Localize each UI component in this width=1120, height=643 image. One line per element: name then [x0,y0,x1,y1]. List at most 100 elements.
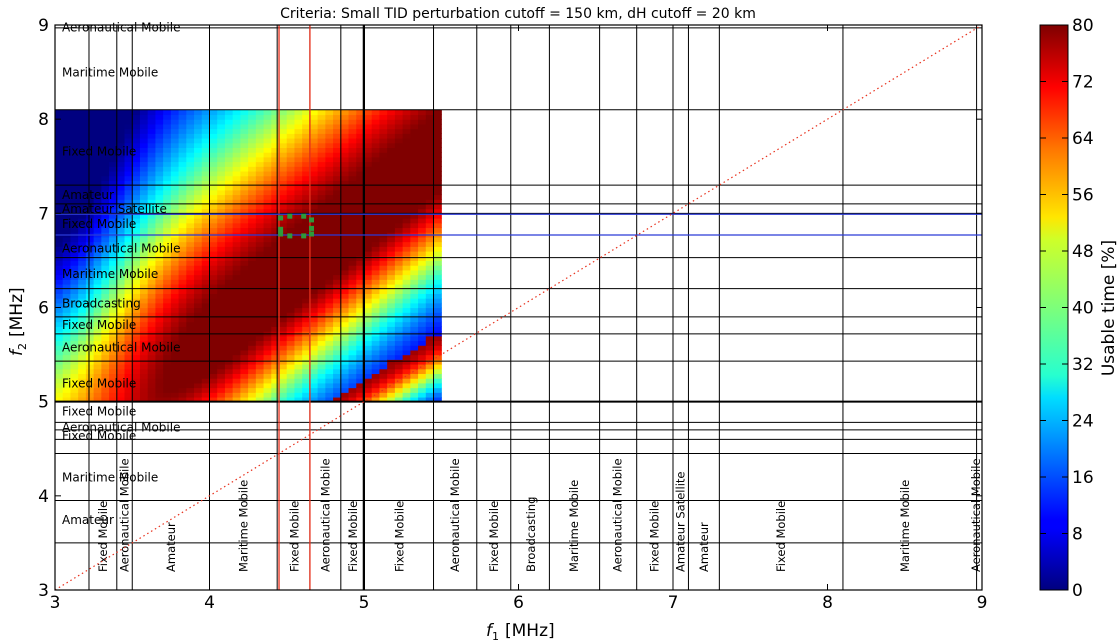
heatmap-cell [433,316,442,323]
heatmap-cell [418,208,427,214]
heatmap-cell [317,208,326,214]
heatmap-cell [78,251,87,257]
heatmap-cell [217,156,226,163]
heatmap-cell [371,152,381,158]
heatmap-cell [163,354,172,360]
heatmap-cell [93,382,102,389]
heatmap-cell [425,161,435,167]
heatmap-cell [309,293,319,299]
heatmap-cell [387,326,396,332]
heatmap-cell [232,269,241,276]
heatmap-cell [333,114,342,120]
heatmap-cell [286,180,296,186]
heatmap-cell [248,373,257,379]
heatmap-cell [325,392,334,398]
heatmap-cell [371,293,381,299]
heatmap-cell [425,265,435,271]
heatmap-cell [394,123,404,130]
heatmap-cell [178,293,187,299]
heatmap-cell [139,119,149,125]
heatmap-cell [317,241,326,247]
heatmap-cell [418,213,427,219]
heatmap-cell [263,307,272,313]
heatmap-cell [317,180,326,186]
heatmap-cell [178,316,187,323]
heatmap-cell [418,161,427,167]
heatmap-cell [394,152,404,158]
heatmap-cell [109,123,118,130]
heatmap-cell [116,326,126,332]
heatmap-cell [248,283,257,290]
heatmap-cell [170,326,180,332]
heatmap-cell [70,349,79,356]
heatmap-cell [348,387,357,393]
heatmap-cell [263,396,272,403]
heatmap-cell [62,236,72,243]
heatmap-cell [139,185,149,191]
heatmap-cell [78,396,87,403]
heatmap-cell [109,194,118,200]
heatmap-cell [394,138,404,144]
heatmap-cell [387,340,396,346]
heatmap-cell [364,222,373,229]
heatmap-cell [356,255,365,262]
heatmap-cell [248,119,257,125]
heatmap-cell [263,142,272,149]
heatmap-cell [139,175,149,181]
heatmap-cell [132,128,141,134]
heatmap-cell [194,345,203,351]
heatmap-cell [279,185,288,191]
heatmap-cell [109,335,118,342]
heatmap-cell [271,335,280,342]
heatmap-cell [410,138,419,144]
heatmap-cell [402,170,411,177]
heatmap-cell [410,359,419,365]
heatmap-cell [78,138,87,144]
heatmap-cell [433,298,442,304]
heatmap-cell [286,298,296,304]
heatmap-cell [109,199,118,205]
heatmap-cell [224,109,234,116]
heatmap-cell [55,175,64,181]
heatmap-cell [217,335,226,342]
heatmap-cell [116,392,126,398]
heatmap-cell [124,349,133,356]
heatmap-cell [240,293,249,299]
heatmap-cell [294,208,303,214]
heatmap-cell [78,283,87,290]
heatmap-cell [317,265,326,271]
heatmap-cell [62,378,72,384]
heatmap-cell [402,147,411,153]
heatmap-cell [217,142,226,149]
heatmap-cell [155,378,164,384]
heatmap-cell [116,316,126,323]
heatmap-cell [418,119,427,125]
heatmap-cell [209,246,218,252]
heatmap-cell [348,241,357,247]
heatmap-cell [433,152,442,158]
heatmap-cell [410,133,419,139]
heatmap-cell [418,152,427,158]
heatmap-cell [286,396,296,403]
heatmap-cell [333,283,342,290]
heatmap-cell [232,354,241,360]
heatmap-cell [286,194,296,200]
heatmap-cell [155,109,164,116]
heatmap-cell [194,241,203,247]
heatmap-cell [78,156,87,163]
heatmap-cell [271,359,280,365]
heatmap-cell [224,265,234,271]
heatmap-cell [364,185,373,191]
heatmap-cell [55,335,64,342]
heatmap-cell [194,316,203,323]
heatmap-cell [425,119,435,125]
heatmap-cell [201,175,211,181]
heatmap-cell [348,274,357,280]
heatmap-cell [248,218,257,224]
heatmap-cell [163,199,172,205]
heatmap-cell [410,114,419,120]
heatmap-cell [387,307,396,313]
heatmap-cell [78,161,87,167]
heatmap-cell [271,133,280,139]
heatmap-cell [62,392,72,398]
